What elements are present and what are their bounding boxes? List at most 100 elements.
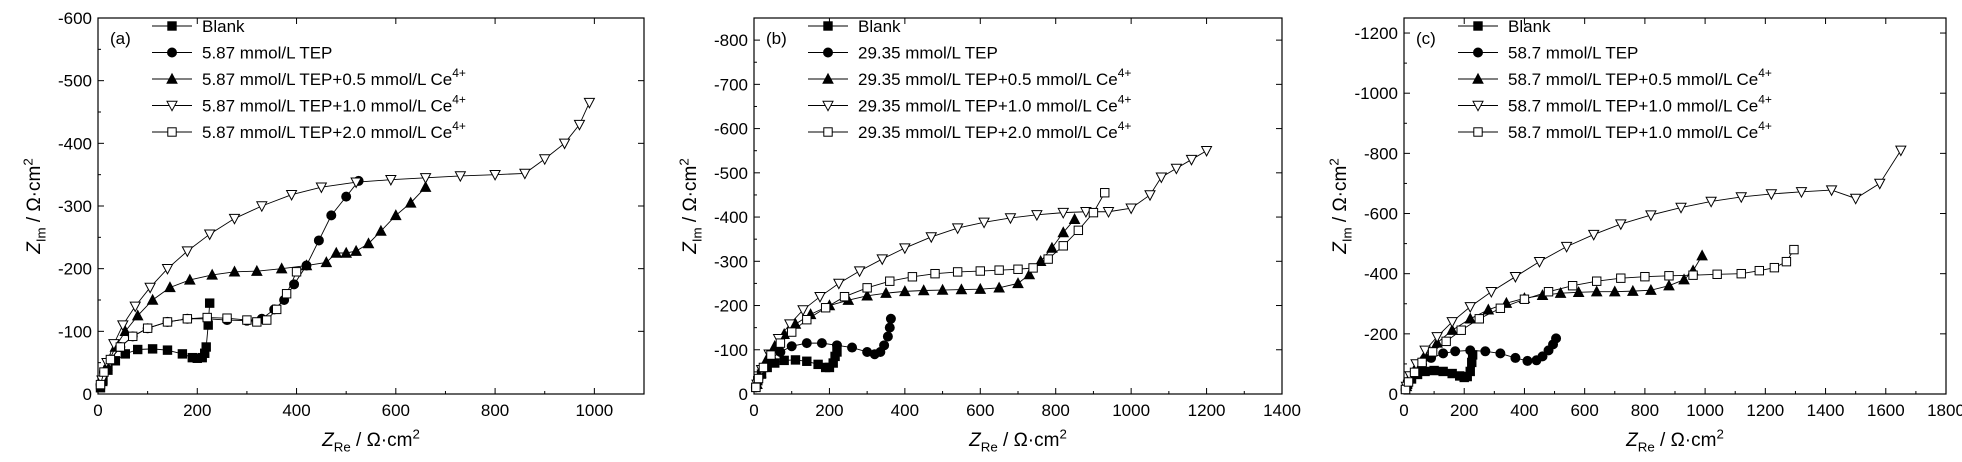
x-tick-label: 1200 [1188, 401, 1226, 420]
legend-entry: Blank [1508, 17, 1551, 36]
data-point [300, 259, 313, 271]
series-line [1405, 249, 1795, 390]
data-point [262, 315, 272, 325]
data-point [454, 171, 467, 183]
x-tick-label: 1000 [1112, 401, 1150, 420]
x-axis-title: ZRe / Ω·cm2 [321, 426, 420, 454]
data-point [228, 213, 241, 225]
series-line [101, 102, 590, 381]
data-point [1474, 314, 1484, 324]
legend-entry: 58.7 mmol/L TEP+1.0 mmol/L Ce4+ [1508, 119, 1772, 142]
data-point [1028, 263, 1038, 273]
data-point [884, 322, 895, 333]
data-point [1057, 207, 1070, 219]
data-point [255, 201, 268, 213]
legend-marker [1472, 100, 1484, 112]
data-point [1522, 355, 1533, 366]
x-tick-label: 600 [382, 401, 410, 420]
data-point [1034, 255, 1047, 266]
data-point [899, 285, 911, 297]
data-point [133, 344, 143, 355]
data-point [1485, 287, 1498, 298]
data-point [583, 97, 596, 109]
data-point [1068, 213, 1081, 224]
y-tick-label: -700 [714, 75, 748, 94]
x-tick-label: 0 [749, 401, 758, 420]
data-point [340, 246, 353, 258]
data-point [1765, 189, 1778, 201]
data-point [1480, 346, 1491, 357]
panel-label: (c) [1416, 29, 1436, 48]
data-point [538, 154, 551, 166]
data-point [1705, 196, 1717, 208]
data-point [1645, 283, 1657, 295]
data-point [389, 209, 402, 221]
data-point [925, 232, 938, 244]
data-point [99, 367, 109, 377]
legend-marker [822, 72, 834, 84]
data-point [1446, 323, 1459, 335]
y-tick-label: -100 [714, 341, 748, 360]
data-point [1572, 286, 1585, 298]
data-point [975, 266, 985, 276]
data-point [1144, 190, 1156, 202]
data-point [206, 268, 218, 280]
data-point [177, 349, 188, 359]
data-point [1688, 270, 1698, 280]
data-point [147, 344, 158, 354]
data-point [758, 362, 769, 373]
data-point [787, 327, 797, 337]
data-point [797, 305, 809, 317]
x-tick-label: 800 [1631, 401, 1659, 420]
data-point [801, 338, 812, 349]
data-point [1155, 172, 1168, 184]
x-tick-label: 1400 [1807, 401, 1845, 420]
x-tick-label: 1800 [1927, 401, 1962, 420]
series-3 [751, 213, 1081, 389]
data-point [419, 180, 432, 192]
data-point [1438, 348, 1449, 359]
data-point [252, 317, 262, 327]
y-tick-label: -800 [1364, 144, 1398, 163]
data-point [820, 303, 831, 313]
data-point [1849, 193, 1862, 205]
data-point [1736, 268, 1746, 279]
chart-panel-a: 0 200 400 600 800 1000 0 -100 -200 -300 -400 -500 -6… [20, 9, 645, 455]
data-point [1543, 287, 1554, 297]
data-point [326, 210, 337, 221]
y-axis-title: ZIm / Ω·cm2 [1326, 158, 1354, 255]
legend-entry: 58.7 mmol/L TEP+0.5 mmol/L Ce4+ [1508, 66, 1772, 89]
legend-entry: Blank [202, 17, 245, 36]
data-point [228, 265, 241, 277]
data-point [1417, 357, 1427, 368]
data-point [1533, 256, 1546, 268]
series-4 [96, 97, 596, 387]
data-point [116, 320, 129, 332]
x-tick-label: 600 [1570, 401, 1598, 420]
data-point [1446, 317, 1459, 329]
data-point [1403, 377, 1414, 387]
y-tick-label: -300 [58, 197, 92, 216]
data-point [783, 319, 796, 331]
data-point [1088, 207, 1099, 218]
data-point [753, 373, 764, 384]
x-tick-label: 1000 [1686, 401, 1724, 420]
y-tick-label: 0 [1389, 385, 1398, 404]
x-axis-title: ZRe / Ω·cm2 [968, 426, 1067, 454]
data-point [952, 267, 963, 277]
data-point [876, 254, 889, 266]
chart-panel-c: 0 200 400 600 800 1000 1200 1400 1600 1800 0 -200 -4… [1326, 17, 1962, 455]
data-point [993, 281, 1005, 293]
data-point [315, 182, 328, 194]
data-point [1789, 244, 1799, 255]
legend-entry: 29.35 mmol/L TEP+1.0 mmol/L Ce4+ [858, 93, 1131, 116]
data-point [1567, 281, 1578, 291]
data-point [1043, 254, 1053, 264]
data-point [1895, 145, 1907, 157]
series-5 [1400, 244, 1799, 395]
data-point [1627, 284, 1639, 296]
data-point [751, 382, 761, 393]
legend-entry: 5.87 mmol/L TEP+2.0 mmol/L Ce4+ [202, 119, 466, 142]
data-point [281, 289, 292, 299]
data-point [814, 291, 826, 303]
